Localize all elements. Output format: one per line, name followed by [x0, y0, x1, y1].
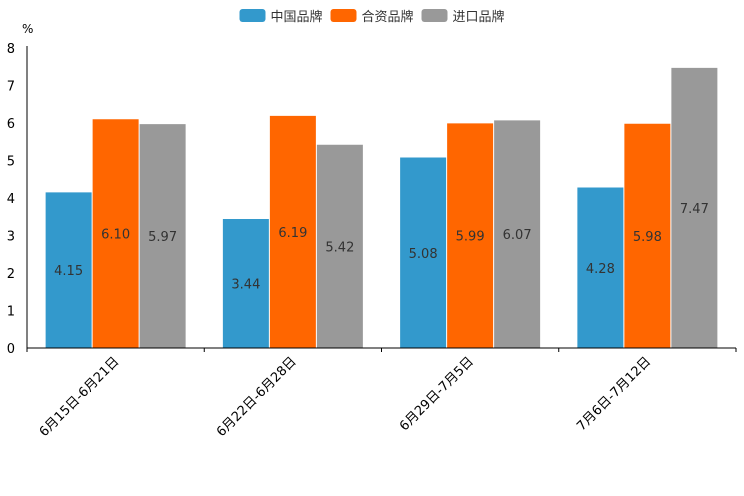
- bar: [45, 192, 92, 348]
- x-tick-label: 6月22日-6月28日: [214, 354, 300, 440]
- data-label: 4.15: [54, 264, 83, 279]
- bar: [222, 219, 269, 348]
- y-tick-label: 3: [7, 230, 15, 245]
- bar: [269, 115, 316, 348]
- bar: [316, 144, 363, 348]
- legend-item: 进口品牌: [421, 9, 505, 25]
- y-tick-label: 5: [7, 155, 15, 170]
- bar: [139, 124, 186, 348]
- y-tick-label: 0: [7, 342, 15, 357]
- x-tick-label: 6月29日-7月5日: [397, 354, 477, 434]
- y-tick-label: 8: [7, 42, 15, 57]
- legend-swatch: [239, 9, 266, 22]
- y-axis-ticks: 0 1 2 3 4 5 6 7 8: [7, 42, 15, 357]
- y-tick-label: 2: [7, 267, 15, 282]
- bars: [45, 67, 718, 348]
- legend-label: 合资品牌: [362, 9, 414, 25]
- data-label: 4.28: [586, 262, 615, 277]
- data-label: 3.44: [231, 278, 260, 293]
- legend-swatch: [421, 9, 448, 22]
- data-label: 5.97: [148, 230, 177, 245]
- x-tick-label: 6月15日-6月21日: [37, 354, 123, 440]
- x-axis-labels: 6月15日-6月21日 6月22日-6月28日 6月29日-7月5日 7月6日-7月1…: [37, 354, 655, 440]
- y-tick-label: 4: [7, 192, 15, 207]
- y-tick-label: 7: [7, 80, 15, 95]
- data-label: 6.19: [278, 226, 307, 241]
- y-tick-label: 6: [7, 117, 15, 132]
- legend-item: 中国品牌: [239, 9, 323, 25]
- bar: [400, 157, 447, 348]
- legend-swatch: [330, 9, 357, 22]
- bar: [494, 120, 541, 348]
- data-label: 6.07: [503, 228, 532, 243]
- x-tick-label: 7月6日-7月12日: [574, 354, 654, 434]
- data-label: 5.98: [633, 230, 662, 245]
- bar: [624, 123, 671, 348]
- data-label: 5.99: [456, 230, 485, 245]
- y-tick-label: 1: [7, 305, 15, 320]
- data-labels: 4.15 6.10 5.97 3.44 6.19 5.42 5.08 5.99 6.07 4.28…: [54, 202, 709, 293]
- data-label: 5.08: [409, 247, 438, 262]
- bar: [447, 123, 494, 348]
- y-axis-unit-label: %: [22, 22, 33, 36]
- legend: 中国品牌 合资品牌 进口品牌: [239, 9, 505, 25]
- axes: [26, 46, 737, 352]
- bar: [577, 187, 624, 348]
- legend-label: 中国品牌: [271, 9, 323, 25]
- bar: [92, 119, 139, 348]
- bar: [671, 67, 718, 348]
- data-label: 6.10: [101, 228, 130, 243]
- legend-item: 合资品牌: [330, 9, 414, 25]
- legend-label: 进口品牌: [453, 9, 505, 25]
- data-label: 5.42: [325, 240, 354, 255]
- data-label: 7.47: [680, 202, 709, 217]
